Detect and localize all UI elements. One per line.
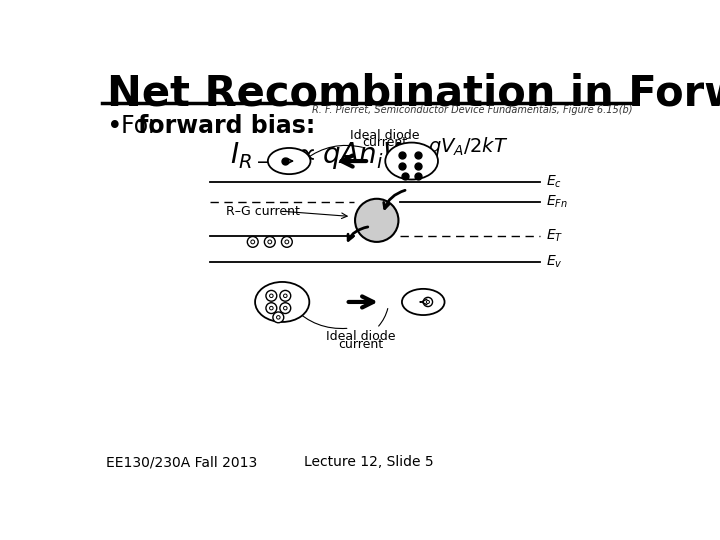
Circle shape [284,294,287,298]
Circle shape [280,303,291,314]
Circle shape [266,303,276,314]
Text: Ideal diode: Ideal diode [326,330,396,343]
Circle shape [248,237,258,247]
Text: EE130/230A Fall 2013: EE130/230A Fall 2013 [106,455,257,469]
Circle shape [285,240,289,244]
Ellipse shape [402,289,444,315]
Ellipse shape [385,143,438,179]
Text: R. F. Pierret, Semiconductor Device Fundamentals, Figure 6.15(b): R. F. Pierret, Semiconductor Device Fund… [312,105,632,115]
Circle shape [423,298,433,307]
Text: $E_v$: $E_v$ [546,254,562,270]
Circle shape [268,240,271,244]
Circle shape [266,291,276,301]
Text: $E_{Fn}$: $E_{Fn}$ [546,194,567,210]
Circle shape [282,237,292,247]
Circle shape [251,240,255,244]
Circle shape [264,237,275,247]
Text: Ideal diode: Ideal diode [350,129,419,142]
Text: current: current [338,338,384,351]
Circle shape [284,306,287,310]
Text: forward bias:: forward bias: [138,114,315,138]
Text: R–G current: R–G current [225,205,300,218]
Text: current: current [362,136,407,148]
Text: $E_T$: $E_T$ [546,227,563,244]
Text: $E_c$: $E_c$ [546,174,562,190]
Text: •: • [107,114,122,140]
Ellipse shape [268,148,310,174]
Ellipse shape [255,282,310,322]
Circle shape [276,315,280,319]
Text: $I_{R-G} \propto qAn_iWe^{qV_A/2kT}$: $I_{R-G} \propto qAn_iWe^{qV_A/2kT}$ [230,136,508,172]
Text: Lecture 12, Slide 5: Lecture 12, Slide 5 [304,455,434,469]
Circle shape [355,199,398,242]
Text: Net Recombination in Forward Bias: Net Recombination in Forward Bias [107,72,720,114]
Circle shape [269,294,273,298]
Circle shape [280,291,291,301]
Circle shape [273,312,284,323]
Text: For: For [121,114,166,138]
Circle shape [426,300,429,303]
Circle shape [269,306,273,310]
